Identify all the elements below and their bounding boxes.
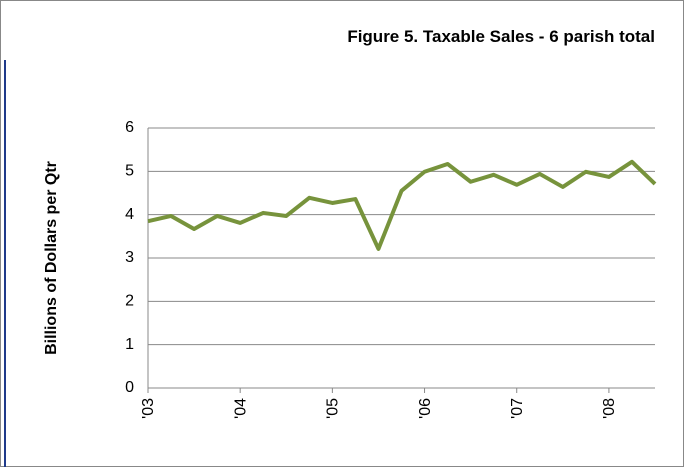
series-line bbox=[147, 159, 657, 251]
y-tick-label: 5 bbox=[125, 163, 134, 180]
y-axis-label: Billions of Dollars per Qtr bbox=[43, 161, 60, 355]
x-tick-label: '03 bbox=[140, 398, 157, 419]
y-tick-label: 0 bbox=[125, 379, 134, 396]
x-tick-label: '05 bbox=[325, 398, 342, 419]
chart-title: Figure 5. Taxable Sales - 6 parish total bbox=[347, 27, 655, 46]
x-tick-label: '06 bbox=[417, 398, 434, 419]
y-tick-label: 4 bbox=[125, 206, 134, 223]
y-tick-label: 3 bbox=[125, 249, 134, 266]
y-tick-label: 6 bbox=[125, 119, 134, 136]
y-tick-label: 2 bbox=[125, 293, 134, 310]
x-tick-label: '07 bbox=[509, 398, 526, 419]
x-tick-label: '04 bbox=[232, 398, 249, 419]
y-tick-label: 1 bbox=[125, 336, 134, 353]
x-tick-label: '08 bbox=[601, 398, 618, 419]
